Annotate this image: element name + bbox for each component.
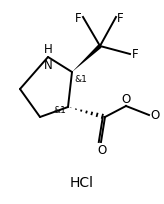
Polygon shape [72,45,102,73]
Text: O: O [150,109,159,122]
Text: N: N [44,59,52,72]
Text: &1: &1 [53,105,66,114]
Text: F: F [132,48,139,61]
Text: H: H [44,43,52,56]
Text: F: F [117,11,124,24]
Text: HCl: HCl [70,175,94,189]
Text: F: F [75,11,82,24]
Text: &1: &1 [74,75,87,84]
Text: O: O [97,143,107,156]
Text: O: O [121,93,131,105]
